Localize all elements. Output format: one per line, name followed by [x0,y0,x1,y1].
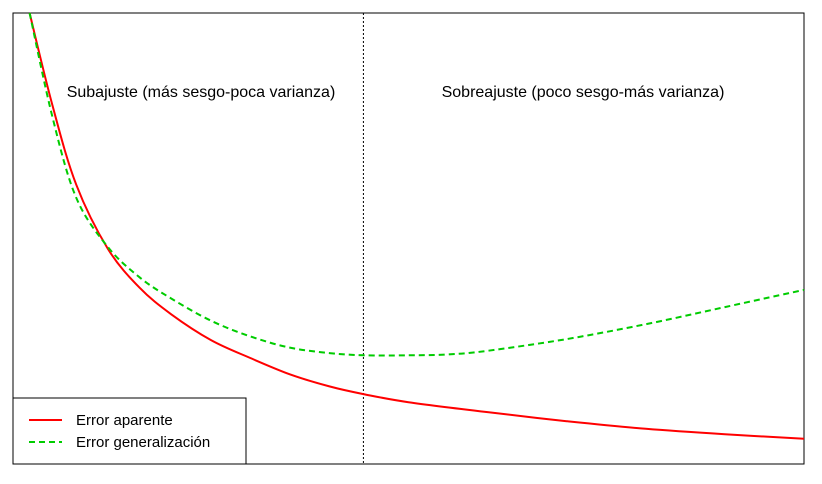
legend-label-error-aparente: Error aparente [76,412,173,429]
legend-box [12,397,247,465]
legend-label-error-generalizacion: Error generalización [76,434,210,451]
legend: Error aparente Error generalización [12,397,247,465]
overfitting-region-label: Sobreajuste (poco sesgo-más varianza) [442,84,725,101]
underfitting-region-label: Subajuste (más sesgo-poca varianza) [67,84,336,101]
series-line-error-generalizacion [28,12,805,357]
series-line-error-aparente [28,12,805,440]
series-layer [28,12,805,440]
plot-frame [12,12,805,465]
